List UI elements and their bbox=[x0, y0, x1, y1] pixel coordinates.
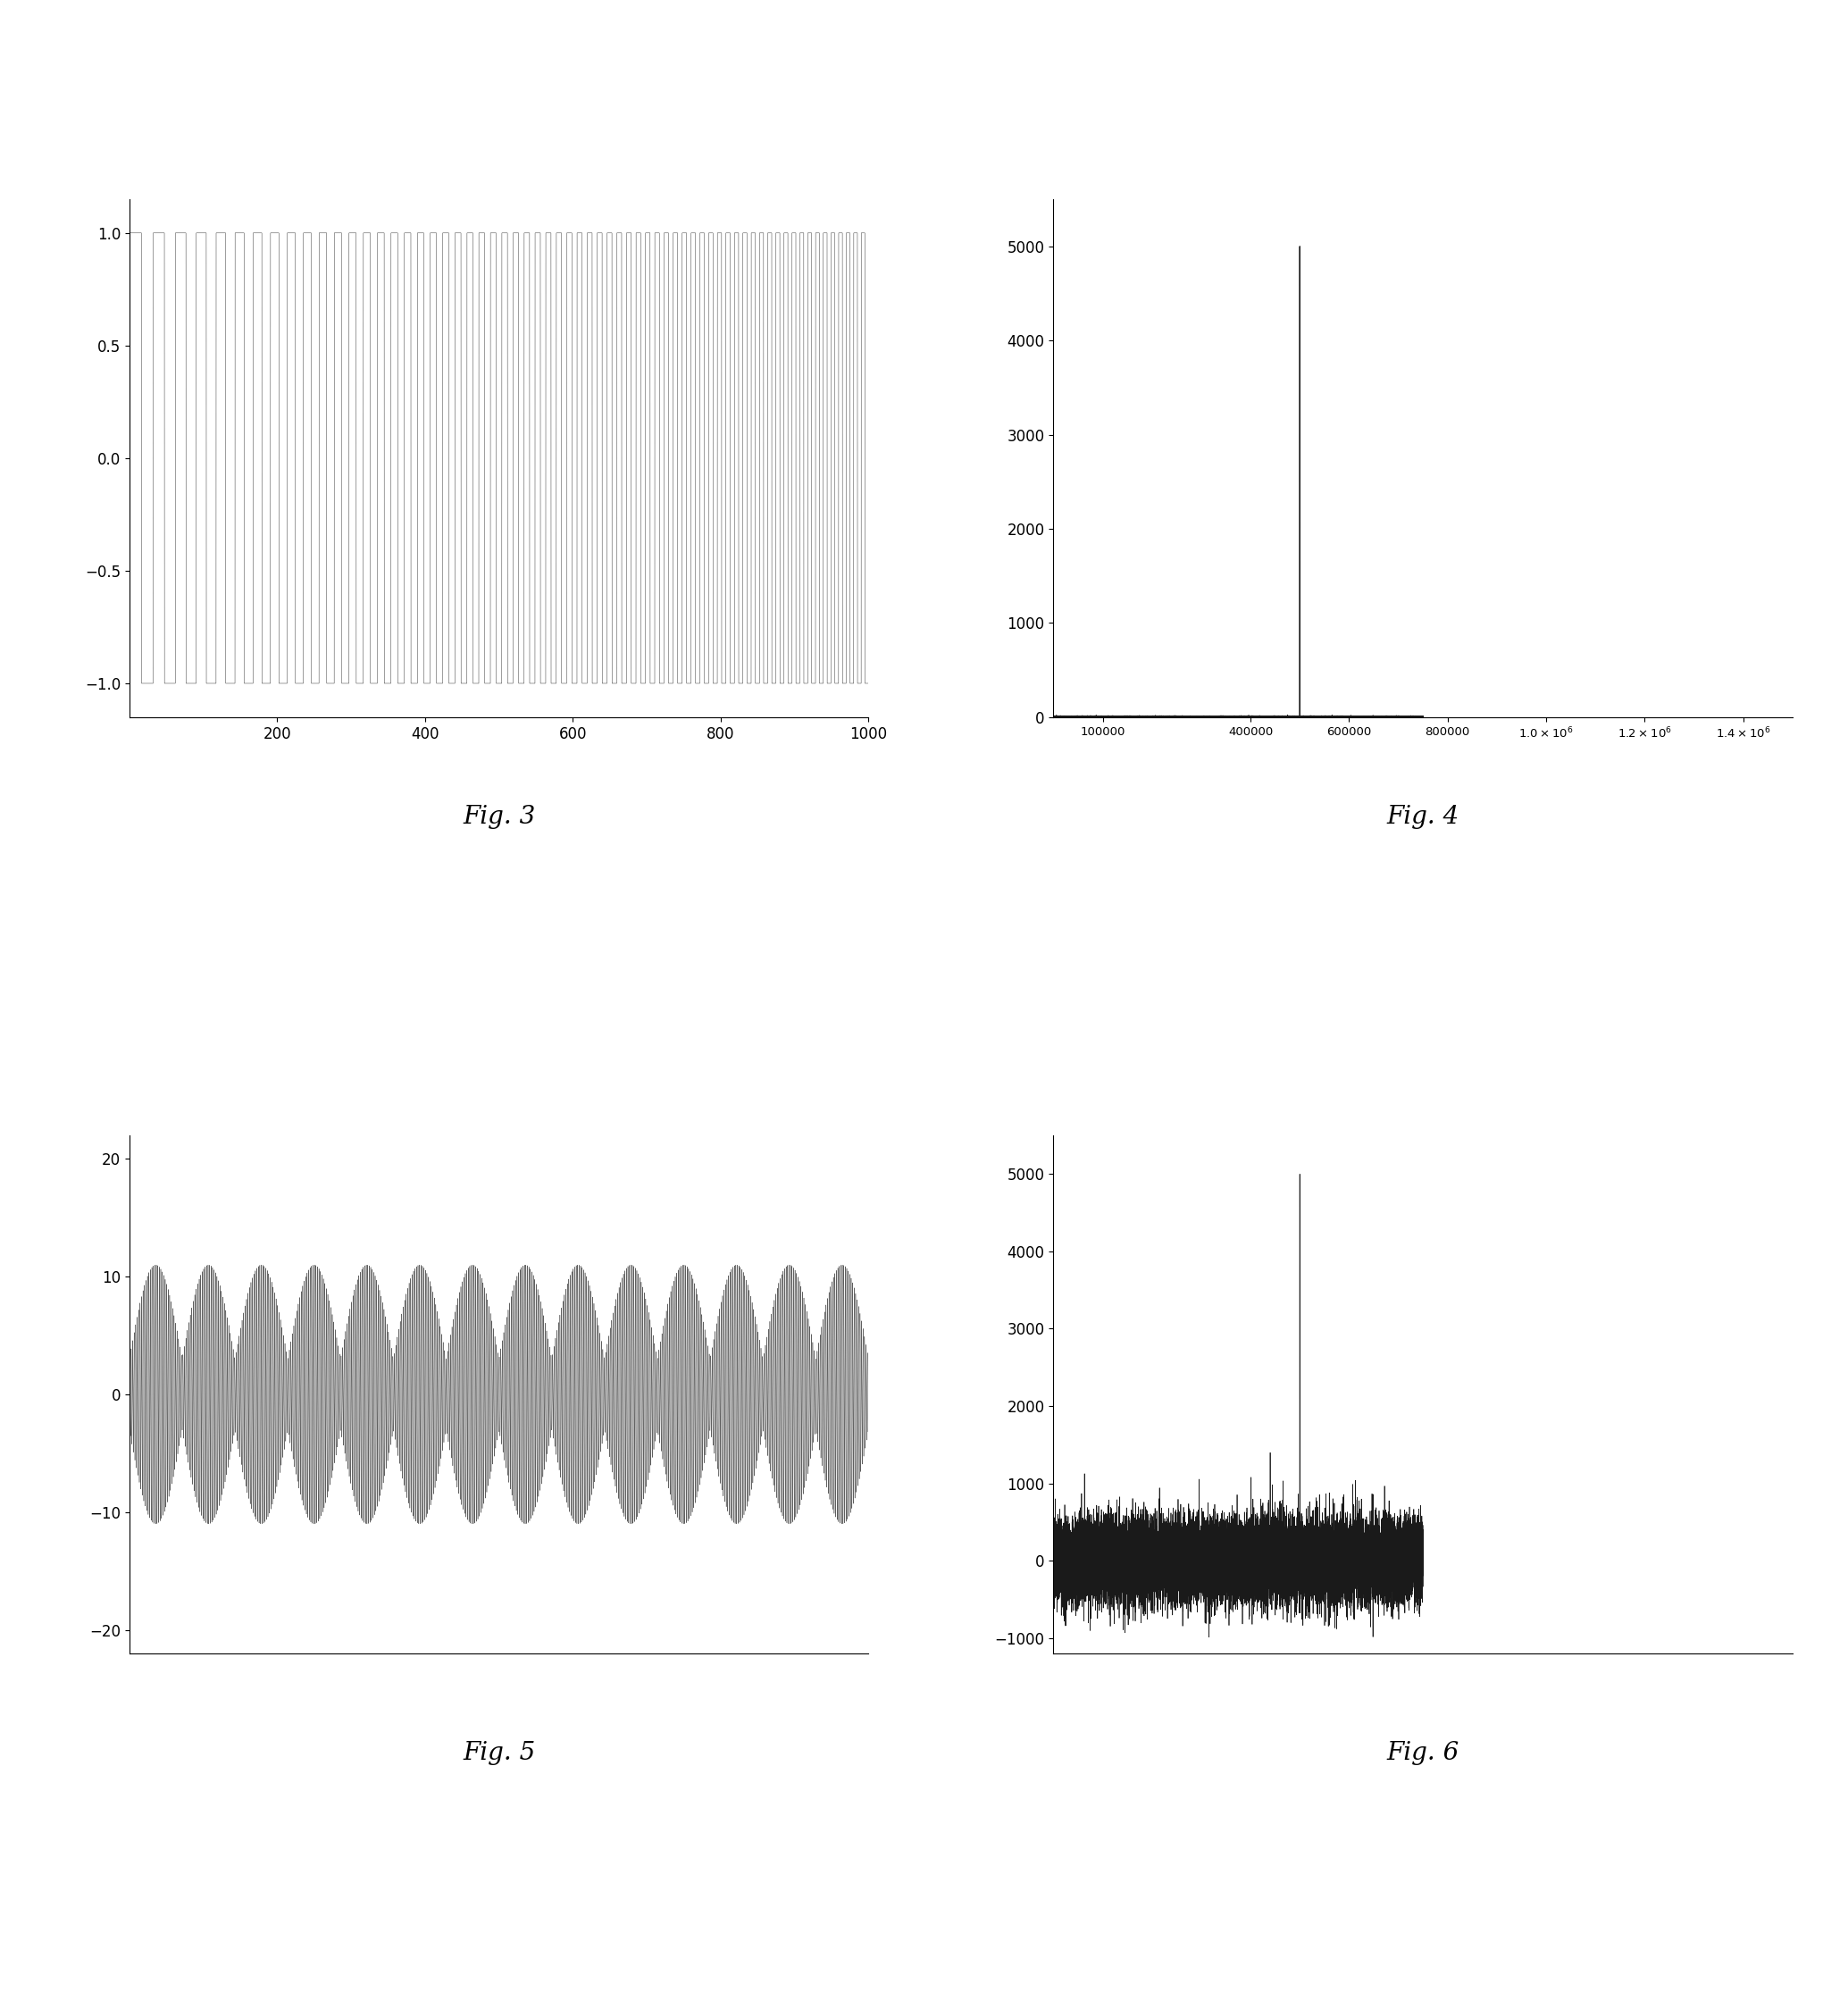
Text: Fig. 6: Fig. 6 bbox=[1386, 1741, 1460, 1765]
Text: Fig. 3: Fig. 3 bbox=[462, 805, 536, 829]
Text: Fig. 5: Fig. 5 bbox=[462, 1741, 536, 1765]
Text: Fig. 4: Fig. 4 bbox=[1386, 805, 1460, 829]
